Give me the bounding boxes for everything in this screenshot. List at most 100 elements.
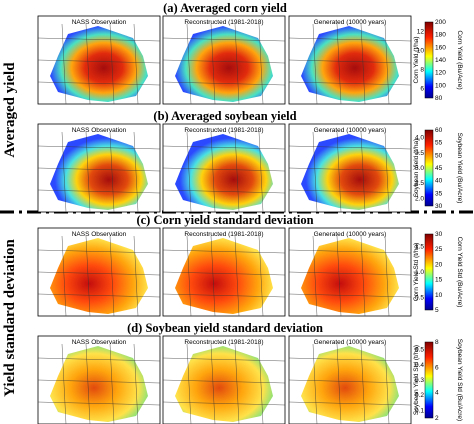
state-border — [162, 249, 286, 254]
state-border — [234, 23, 240, 105]
colorbar-tick-left: 12 — [417, 29, 425, 36]
colorbar-tick-left: 0.3 — [415, 377, 424, 384]
row-label: Averaged yield — [2, 62, 18, 158]
colorbar-tick-right: 4 — [435, 390, 439, 397]
state-border — [384, 235, 390, 317]
state-border — [210, 131, 216, 213]
state-border — [288, 379, 412, 384]
panel-title: (b) Averaged soybean yield — [153, 109, 296, 123]
map: Generated (10000 years) — [288, 123, 412, 213]
state-border — [186, 343, 192, 424]
state-border — [312, 23, 318, 105]
state-border — [162, 357, 286, 362]
colorbar-tick-right: 180 — [435, 32, 446, 39]
map-subtitle: Reconstructed (1981-2018) — [184, 19, 263, 26]
colorbar-tick-right: 5 — [435, 307, 439, 314]
state-border — [288, 293, 412, 298]
state-border — [258, 23, 264, 105]
colorbar-tick-left: 8 — [420, 67, 424, 74]
map-subtitle: Reconstructed (1981-2018) — [184, 231, 263, 238]
state-border — [288, 145, 412, 150]
state-border — [37, 379, 161, 384]
map-subtitle: Generated (10000 years) — [314, 127, 387, 134]
colorbar-label: Soybean Yield Std (Bu/Acre) — [456, 339, 463, 421]
state-border — [258, 131, 264, 213]
map-subtitle: Reconstructed (1981-2018) — [184, 339, 263, 346]
state-border — [288, 271, 412, 276]
state-border — [37, 145, 161, 150]
map: NASS Observation — [37, 15, 161, 105]
state-border — [133, 235, 139, 317]
colorbar-label: Corn Yield (Bu/Acre) — [456, 30, 463, 89]
colorbar — [424, 129, 434, 207]
map: Generated (10000 years) — [288, 335, 412, 424]
state-border — [210, 235, 216, 317]
state-border — [37, 189, 161, 194]
state-border — [234, 131, 240, 213]
map: NASS Observation — [37, 123, 161, 213]
state-border — [162, 271, 286, 276]
state-border — [61, 343, 67, 424]
state-border — [234, 343, 240, 424]
colorbar-tick-right: 2 — [435, 415, 439, 422]
state-border — [37, 81, 161, 86]
colorbar-tick-right: 120 — [435, 70, 446, 77]
map-subtitle: Generated (10000 years) — [314, 19, 387, 26]
state-border — [288, 401, 412, 406]
colorbar-tick-right: 8 — [435, 339, 439, 346]
state-border — [258, 343, 264, 424]
map: Reconstructed (1981-2018) — [162, 15, 286, 105]
colorbar-tick-left: 4.0 — [415, 135, 424, 142]
state-border — [360, 235, 366, 317]
colorbar — [424, 341, 434, 419]
state-border — [312, 235, 318, 317]
colorbar-tick-right: 200 — [435, 19, 446, 26]
colorbar-tick-right: 6 — [435, 364, 439, 371]
state-border — [288, 189, 412, 194]
state-border — [85, 343, 91, 424]
state-border — [258, 235, 264, 317]
colorbar — [424, 21, 434, 99]
colorbar-tick-left: 0.1 — [415, 407, 424, 414]
colorbar-label: Corn Yield Std (t/ha) — [413, 243, 420, 302]
state-border — [37, 37, 161, 42]
state-border — [37, 357, 161, 362]
colorbar — [424, 233, 434, 311]
map: Reconstructed (1981-2018) — [162, 123, 286, 213]
colorbar-label: Soybean Yield Std (t/ha) — [413, 345, 420, 415]
colorbar-tick-left: 3.5 — [415, 150, 424, 157]
state-border — [288, 249, 412, 254]
state-border — [288, 357, 412, 362]
state-border — [37, 167, 161, 172]
state-border — [162, 37, 286, 42]
colorbar-tick-right: 55 — [435, 140, 443, 147]
colorbar-tick-right: 50 — [435, 152, 443, 159]
colorbar-label: Corn Yield Std (Bu/Acre) — [456, 237, 463, 308]
state-border — [288, 37, 412, 42]
state-border — [384, 131, 390, 213]
state-border — [37, 59, 161, 64]
map-subtitle: Reconstructed (1981-2018) — [184, 127, 263, 134]
state-border — [109, 235, 115, 317]
map: NASS Observation — [37, 227, 161, 317]
state-border — [162, 293, 286, 298]
state-border — [336, 23, 342, 105]
state-border — [234, 235, 240, 317]
state-border — [37, 293, 161, 298]
state-border — [210, 23, 216, 105]
state-border — [37, 249, 161, 254]
colorbar-tick-right: 100 — [435, 82, 446, 89]
state-border — [186, 131, 192, 213]
state-border — [85, 131, 91, 213]
state-border — [85, 235, 91, 317]
colorbar-tick-right: 15 — [435, 277, 443, 284]
colorbar-tick-right: 45 — [435, 165, 443, 172]
colorbar-tick-right: 20 — [435, 261, 443, 268]
state-border — [162, 81, 286, 86]
colorbar-tick-right: 160 — [435, 44, 446, 51]
state-border — [336, 343, 342, 424]
state-border — [210, 343, 216, 424]
colorbar-label: Soybean Yield (Bu/Acre) — [456, 133, 463, 204]
map-subtitle: NASS Observation — [72, 127, 127, 134]
colorbar-tick-right: 35 — [435, 190, 443, 197]
